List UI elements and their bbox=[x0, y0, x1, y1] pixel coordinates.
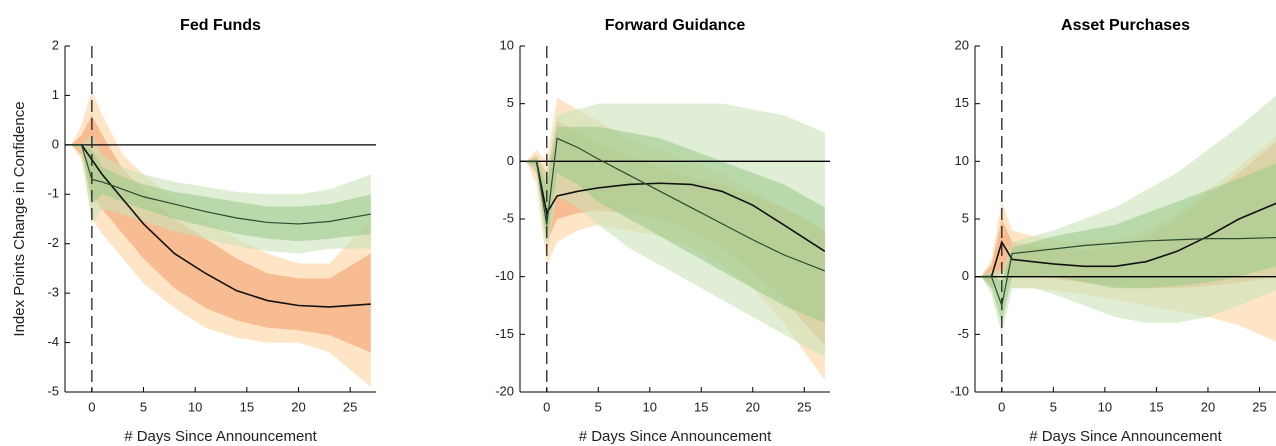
x-tick-label: 0 bbox=[543, 399, 550, 414]
response-line bbox=[981, 202, 1276, 278]
response-line bbox=[71, 144, 371, 225]
response-line bbox=[526, 160, 826, 252]
response-line bbox=[71, 144, 371, 308]
panel-title: Asset Purchases bbox=[1061, 17, 1190, 34]
plot-area bbox=[65, 46, 376, 392]
x-tick-label: 25 bbox=[343, 399, 357, 414]
x-tick-label: 5 bbox=[595, 399, 602, 414]
x-tick-label: 15 bbox=[694, 399, 708, 414]
x-tick-label: 0 bbox=[998, 399, 1005, 414]
plot-area bbox=[520, 46, 830, 392]
y-tick-label: 10 bbox=[955, 153, 969, 168]
x-tick-label: 10 bbox=[643, 399, 657, 414]
x-tick-label: 10 bbox=[1098, 399, 1112, 414]
panel: -20 -15 -10 -5 0 5 10 0 5 10 15 20 25 Forward Guidanc… bbox=[495, 17, 830, 445]
panel-title: Forward Guidance bbox=[605, 17, 746, 34]
x-tick-label: 25 bbox=[1252, 399, 1266, 414]
x-axis-label: # Days Since Announcement bbox=[1029, 428, 1222, 445]
x-tick-label: 20 bbox=[1201, 399, 1215, 414]
y-tick-label: 10 bbox=[500, 37, 514, 52]
confidence-band bbox=[71, 144, 371, 242]
y-tick-label: -5 bbox=[502, 210, 514, 225]
y-tick-label: -1 bbox=[47, 186, 59, 201]
y-tick-label: 15 bbox=[955, 95, 969, 110]
x-tick-label: 20 bbox=[291, 399, 305, 414]
x-tick-label: 15 bbox=[1149, 399, 1163, 414]
x-axis-label: # Days Since Announcement bbox=[579, 428, 772, 445]
confidence-band bbox=[71, 115, 371, 353]
y-tick-label: 0 bbox=[507, 153, 514, 168]
response-line bbox=[981, 236, 1276, 308]
y-tick-label: -10 bbox=[950, 383, 969, 398]
y-tick-label: 20 bbox=[955, 37, 969, 52]
x-tick-label: 0 bbox=[88, 399, 95, 414]
y-axis-label: Index Points Change in Confidence bbox=[11, 101, 28, 336]
confidence-band bbox=[981, 163, 1276, 323]
plot-area bbox=[975, 46, 1276, 392]
x-tick-label: 10 bbox=[188, 399, 202, 414]
x-tick-label: 20 bbox=[746, 399, 760, 414]
panel-title: Fed Funds bbox=[180, 17, 261, 34]
x-axis-label: # Days Since Announcement bbox=[124, 428, 317, 445]
y-tick-label: -3 bbox=[47, 285, 59, 300]
x-tick-label: 5 bbox=[140, 399, 147, 414]
panel: -10 -5 0 5 10 15 20 0 5 10 15 20 25 Asset Purchases # … bbox=[950, 17, 1276, 445]
x-tick-label: 5 bbox=[1050, 399, 1057, 414]
response-line bbox=[526, 137, 826, 272]
y-tick-label: -10 bbox=[495, 268, 514, 283]
y-tick-label: 0 bbox=[962, 268, 969, 283]
y-tick-label: 2 bbox=[52, 37, 59, 52]
confidence-band bbox=[526, 126, 825, 323]
y-tick-label: -20 bbox=[495, 383, 514, 398]
y-tick-label: -5 bbox=[47, 383, 59, 398]
y-tick-label: 5 bbox=[962, 210, 969, 225]
y-tick-label: -5 bbox=[957, 326, 969, 341]
y-tick-label: -2 bbox=[47, 235, 59, 250]
y-tick-label: 0 bbox=[52, 136, 59, 151]
y-tick-label: -4 bbox=[47, 334, 59, 349]
x-tick-label: 25 bbox=[797, 399, 811, 414]
y-tick-label: 5 bbox=[507, 95, 514, 110]
x-tick-label: 15 bbox=[240, 399, 254, 414]
y-tick-label: 1 bbox=[52, 87, 59, 102]
y-tick-label: -15 bbox=[495, 326, 514, 341]
